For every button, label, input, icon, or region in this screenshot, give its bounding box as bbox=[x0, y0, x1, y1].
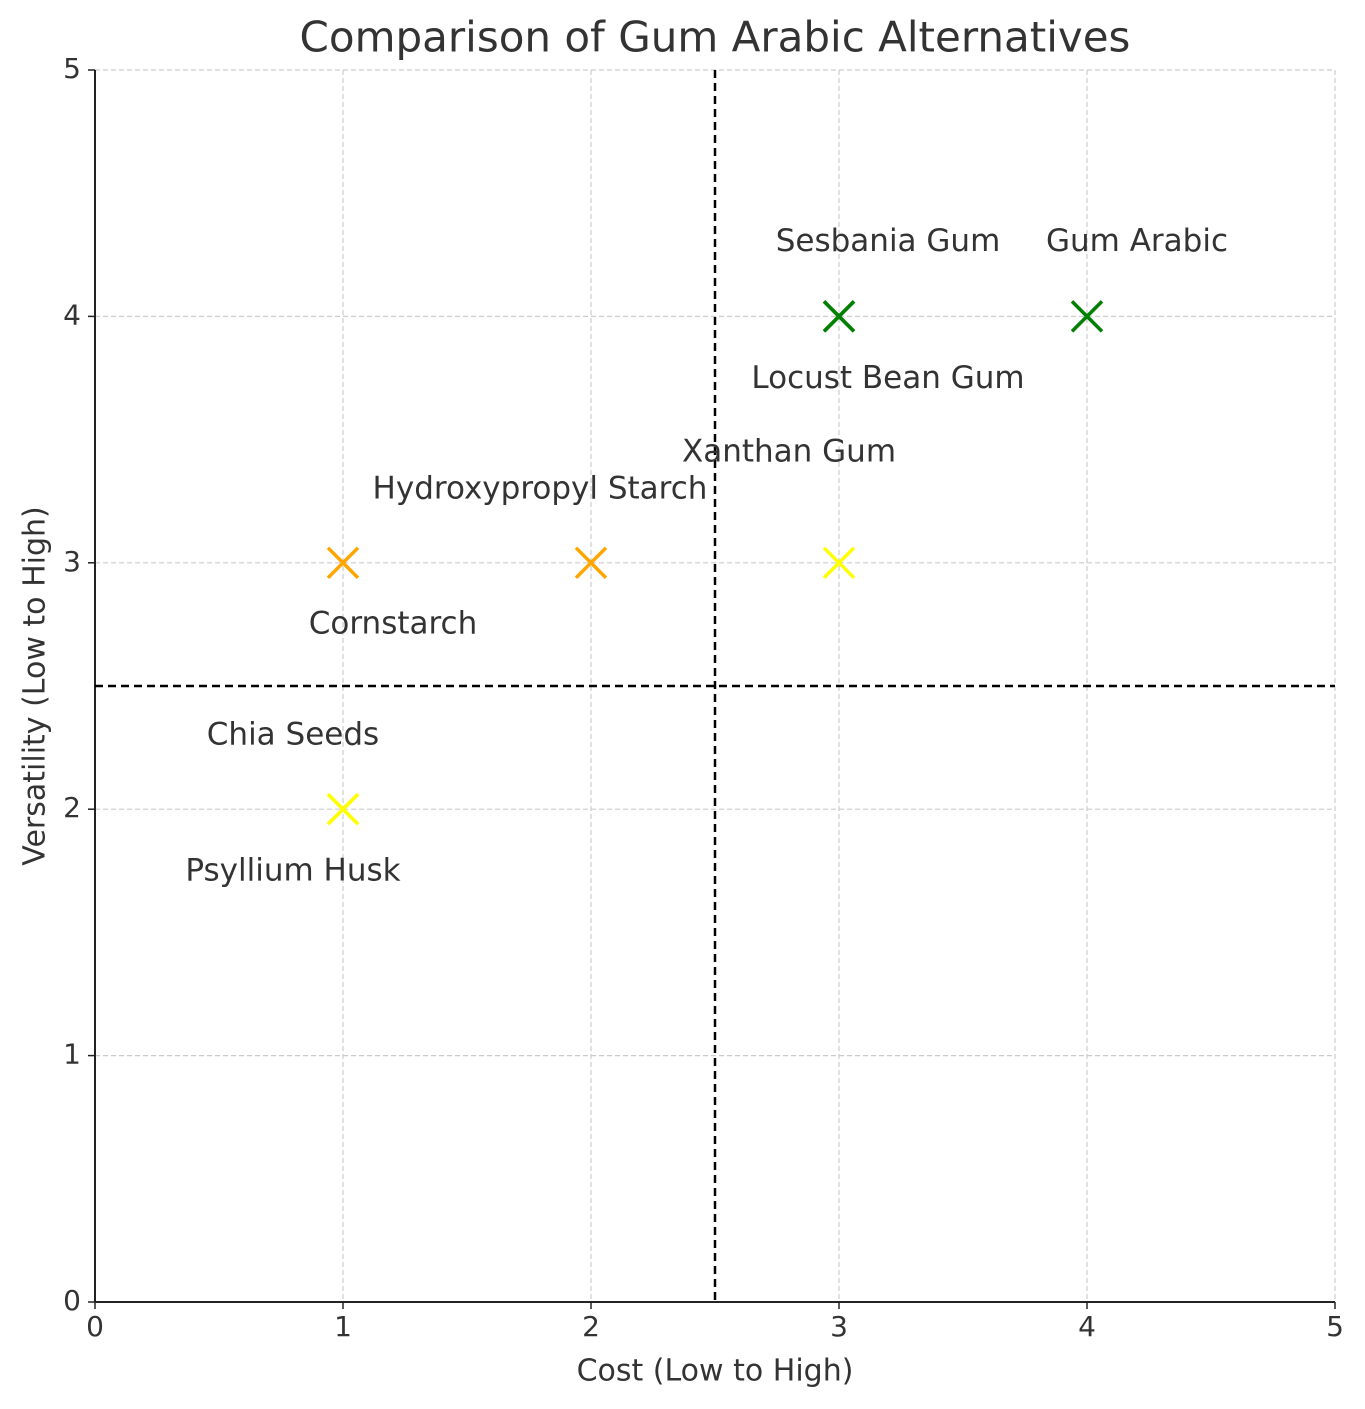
data-point bbox=[326, 546, 360, 580]
x-tick-label: 0 bbox=[86, 1310, 104, 1343]
point-label: Psyllium Husk bbox=[185, 853, 400, 889]
point-label: Xanthan Gum bbox=[682, 433, 896, 469]
x-axis-label: Cost (Low to High) bbox=[577, 1354, 854, 1389]
point-label: Locust Bean Gum bbox=[751, 360, 1024, 396]
y-tick-label: 4 bbox=[63, 298, 81, 331]
y-tick-label: 2 bbox=[63, 791, 81, 824]
point-label: Hydroxypropyl Starch bbox=[373, 470, 708, 506]
y-tick-label: 1 bbox=[63, 1038, 81, 1071]
x-tick-label: 4 bbox=[1078, 1310, 1096, 1343]
point-label: Cornstarch bbox=[309, 605, 478, 641]
chart-title: Comparison of Gum Arabic Alternatives bbox=[300, 13, 1131, 62]
data-point bbox=[574, 546, 608, 580]
point-label: Chia Seeds bbox=[207, 717, 379, 753]
y-tick-label: 3 bbox=[63, 545, 81, 578]
x-tick-label: 1 bbox=[334, 1310, 352, 1343]
y-axis-label: Versatility (Low to High) bbox=[18, 506, 53, 865]
data-point bbox=[822, 546, 856, 580]
point-label: Gum Arabic bbox=[1046, 223, 1228, 259]
data-point bbox=[326, 792, 360, 826]
y-tick-label: 5 bbox=[63, 52, 81, 85]
x-tick-label: 3 bbox=[830, 1310, 848, 1343]
data-point bbox=[1070, 300, 1104, 333]
x-tick-label: 5 bbox=[1326, 1310, 1344, 1343]
x-tick-label: 2 bbox=[582, 1310, 600, 1343]
data-point bbox=[822, 300, 856, 333]
point-label: Sesbania Gum bbox=[776, 223, 1001, 259]
y-tick-label: 0 bbox=[63, 1284, 81, 1317]
